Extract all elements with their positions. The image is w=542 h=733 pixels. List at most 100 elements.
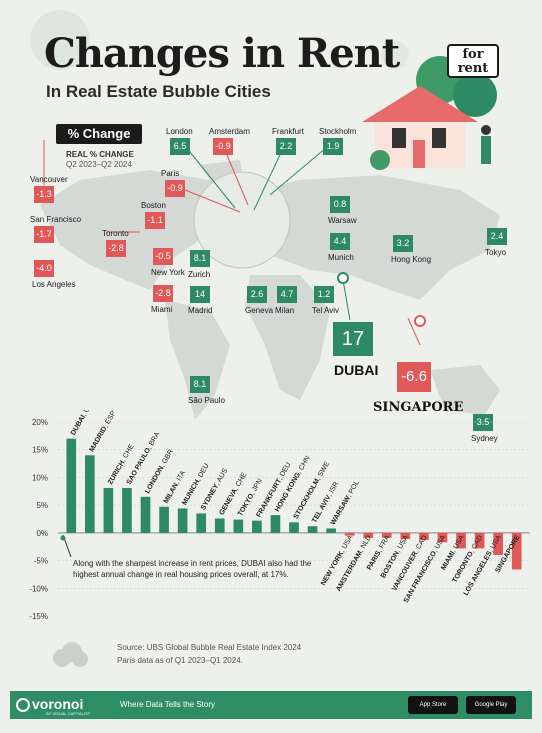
map-value-singapore: -6.6: [397, 362, 431, 392]
singapore-label: SINGAPORE: [373, 400, 464, 415]
app-store-button[interactable]: App Store: [408, 696, 458, 714]
map-value-hong-kong: 3.2: [393, 235, 413, 252]
bar: [214, 518, 225, 533]
map-value-amsterdam: -0.9: [213, 138, 233, 155]
for-rent-sign: for rent: [447, 44, 499, 78]
map-value-new-york: -0.5: [153, 248, 173, 265]
map-city-sydney: Sydney: [471, 434, 498, 443]
leader-line-stockholm: [269, 141, 334, 196]
map-city-stockholm: Stockholm: [319, 127, 357, 136]
bar: [344, 532, 355, 536]
tree-icon: [453, 73, 497, 117]
house-illustration: [362, 56, 497, 170]
map-city-tokyo: Tokyo: [485, 248, 506, 257]
map-value-geneva: 2.6: [247, 286, 267, 303]
bar: [437, 532, 448, 543]
map-value-paris: -0.9: [165, 180, 185, 197]
bar: [474, 532, 485, 549]
bar: [103, 487, 114, 533]
bar-category-label: NEW YORK, USA: [320, 534, 355, 587]
map-value-s-o-paulo: 8.1: [190, 376, 210, 393]
map-value-milan: 4.7: [277, 286, 297, 303]
map-value-madrid: 14: [190, 286, 210, 303]
map-city-paris: Paris: [161, 169, 180, 178]
dubai-label: DUBAI: [334, 362, 379, 378]
leader-line-amsterdam: [223, 147, 249, 206]
map-city-london: London: [166, 127, 193, 136]
map-value-dubai: 17: [333, 322, 373, 356]
cloud-icon: [53, 642, 88, 667]
person-icon: [481, 136, 491, 164]
footer-bar: voronoi BY VISUAL CAPITALIST Where Data …: [10, 691, 532, 719]
voronoi-logo-icon: [16, 698, 30, 712]
map-north-america: [40, 170, 230, 290]
map-city-geneva: Geneva: [245, 306, 274, 315]
y-tick-label: -10%: [29, 584, 48, 593]
footer-tagline: Where Data Tells the Story: [120, 700, 216, 709]
map-city-amsterdam: Amsterdam: [209, 127, 250, 136]
y-tick-label: -15%: [29, 612, 48, 621]
map-value-boston: -1.1: [145, 212, 165, 229]
bar-category-label: DUBAI, UAE: [70, 410, 96, 437]
map-city-hong-kong: Hong Kong: [391, 255, 432, 264]
map-city-frankfurt: Frankfurt: [272, 127, 305, 136]
map-africa: [245, 275, 330, 400]
leader-line-paris: [174, 185, 241, 213]
bar: [122, 487, 132, 533]
map-value-zurich: 8.1: [190, 250, 210, 267]
singapore-marker: [414, 315, 426, 327]
y-tick-label: 5%: [36, 501, 48, 510]
y-tick-label: 0%: [36, 529, 48, 538]
decor-circle: [30, 10, 90, 70]
y-tick-label: 10%: [32, 473, 48, 482]
source-line: Source: UBS Global Bubble Real Estate In…: [117, 643, 302, 652]
map-value-miami: -2.8: [153, 285, 173, 302]
map-value-stockholm: 1.9: [323, 138, 343, 155]
world-map: [40, 160, 500, 420]
annotation-leader: [60, 535, 72, 558]
legend-line2: Q2 2023–Q2 2024: [66, 160, 132, 169]
person-icon: [481, 125, 491, 135]
bar: [493, 532, 503, 556]
bar-chart: 20% 15% 10% 5% 0% -5% -10% -15% DUBAI, UAEMADRID…: [29, 410, 530, 621]
bar: [196, 513, 207, 533]
leader-lines: [43, 140, 421, 346]
bar: [456, 532, 466, 549]
bar: [66, 438, 77, 533]
bar: [85, 455, 95, 533]
bar: [400, 532, 411, 539]
leader-line-dubai: [342, 279, 351, 321]
bar: [252, 520, 262, 533]
brand-name: voronoi: [32, 696, 84, 712]
bar: [270, 515, 281, 533]
map-value-tokyo: 2.4: [487, 228, 507, 245]
map-city-madrid: Madrid: [188, 306, 213, 315]
map-value-vancouver: -1.3: [34, 186, 54, 203]
source-note: Paris data as of Q1 2023–Q1 2024.: [117, 656, 243, 665]
map-value-tel-aviv: 1.2: [314, 286, 334, 303]
map-south-america: [165, 300, 230, 420]
map-city-boston: Boston: [141, 201, 166, 210]
map-city-munich: Munich: [328, 253, 354, 262]
bush-icon: [370, 150, 390, 170]
map-value-munich: 4.4: [330, 233, 350, 250]
bar: [381, 532, 392, 538]
europe-zoom-circle: [193, 171, 291, 269]
legend-label: % Change: [56, 124, 142, 144]
map-value-london: 6.5: [170, 138, 190, 155]
map-city-zurich: Zurich: [188, 270, 211, 279]
map-city-s-o-paulo: São Paulo: [188, 396, 225, 405]
map-value-frankfurt: 2.2: [276, 138, 296, 155]
bar: [511, 532, 522, 570]
legend-line1: REAL % CHANGE: [66, 150, 134, 159]
map-value-san-francisco: -1.7: [34, 226, 54, 243]
google-play-button[interactable]: Google Play: [466, 696, 516, 714]
bar: [289, 522, 299, 533]
house-roof: [362, 86, 478, 122]
bar-category-label: VANCOUVER, CAD: [391, 534, 429, 592]
y-tick-label: 20%: [32, 418, 48, 427]
house-window: [432, 128, 446, 148]
bar: [307, 526, 318, 533]
